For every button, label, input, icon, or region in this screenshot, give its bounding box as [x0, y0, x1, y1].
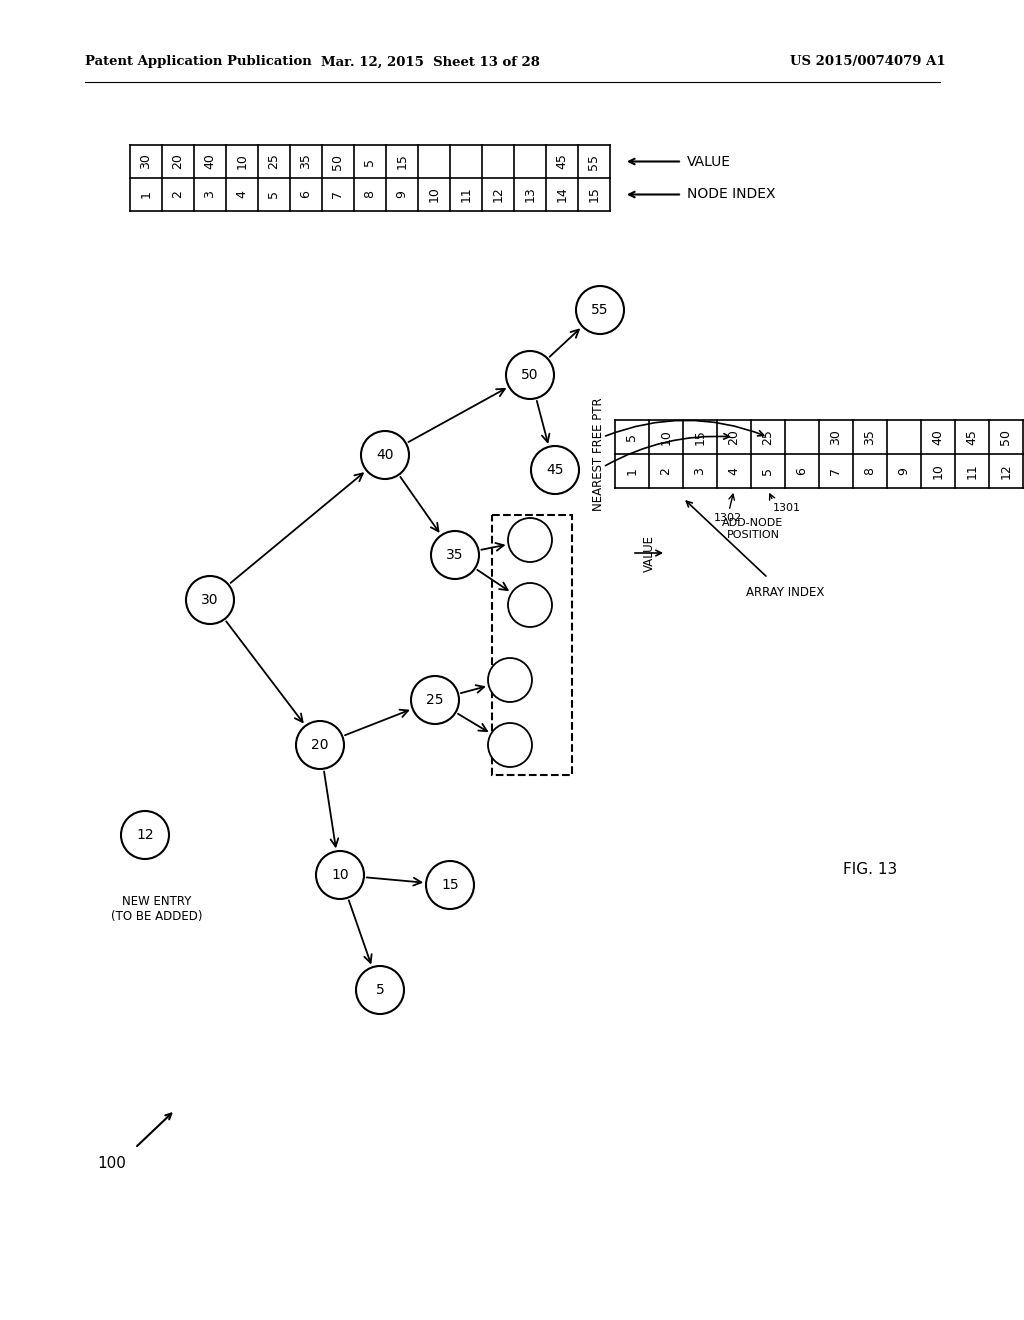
Text: 10: 10 — [331, 869, 349, 882]
Text: 1: 1 — [626, 467, 639, 475]
Text: 25: 25 — [762, 429, 774, 445]
Circle shape — [296, 721, 344, 770]
Text: 3: 3 — [204, 190, 216, 198]
Circle shape — [426, 861, 474, 909]
Text: NODE INDEX: NODE INDEX — [687, 187, 775, 202]
Circle shape — [508, 583, 552, 627]
Text: 35: 35 — [446, 548, 464, 562]
Text: 2: 2 — [171, 190, 184, 198]
Text: 13: 13 — [523, 186, 537, 202]
Text: 20: 20 — [727, 429, 740, 445]
Text: 5: 5 — [626, 433, 639, 441]
Text: 1: 1 — [139, 190, 153, 198]
Text: Patent Application Publication: Patent Application Publication — [85, 55, 311, 69]
Text: 45: 45 — [546, 463, 564, 477]
Circle shape — [356, 966, 404, 1014]
Text: VALUE: VALUE — [687, 154, 731, 169]
Text: 30: 30 — [829, 429, 843, 445]
Bar — [492, 515, 572, 775]
Text: ADD-NODE
POSITION: ADD-NODE POSITION — [722, 517, 783, 540]
Text: 55: 55 — [588, 153, 600, 169]
Text: 40: 40 — [376, 447, 394, 462]
Text: 15: 15 — [693, 429, 707, 445]
Text: 12: 12 — [999, 463, 1013, 479]
Circle shape — [316, 851, 364, 899]
Text: 15: 15 — [395, 153, 409, 169]
Text: 9: 9 — [395, 190, 409, 198]
Text: 12: 12 — [136, 828, 154, 842]
Text: 100: 100 — [97, 1155, 126, 1171]
Text: 4: 4 — [236, 190, 249, 198]
Circle shape — [488, 723, 532, 767]
Circle shape — [361, 432, 409, 479]
Text: 20: 20 — [171, 153, 184, 169]
Text: 7: 7 — [332, 190, 344, 198]
Text: 3: 3 — [693, 467, 707, 475]
Text: 35: 35 — [863, 429, 877, 445]
Text: 55: 55 — [591, 304, 608, 317]
Text: Mar. 12, 2015  Sheet 13 of 28: Mar. 12, 2015 Sheet 13 of 28 — [321, 55, 540, 69]
Text: 35: 35 — [299, 153, 312, 169]
Text: 15: 15 — [441, 878, 459, 892]
Circle shape — [488, 657, 532, 702]
Text: 1302: 1302 — [714, 513, 742, 523]
Text: 7: 7 — [829, 467, 843, 475]
Text: 50: 50 — [521, 368, 539, 381]
Text: 50: 50 — [999, 429, 1013, 445]
Text: 5: 5 — [376, 983, 384, 997]
Text: 10: 10 — [659, 429, 673, 445]
Text: 20: 20 — [311, 738, 329, 752]
Text: 6: 6 — [299, 190, 312, 198]
Text: 5: 5 — [364, 157, 377, 165]
Text: 11: 11 — [966, 463, 979, 479]
Text: 15: 15 — [588, 186, 600, 202]
Circle shape — [531, 446, 579, 494]
Circle shape — [186, 576, 234, 624]
Text: 10: 10 — [932, 463, 944, 479]
Text: 11: 11 — [460, 186, 472, 202]
Text: 10: 10 — [236, 153, 249, 169]
Text: 45: 45 — [966, 429, 979, 445]
Text: NEW ENTRY
(TO BE ADDED): NEW ENTRY (TO BE ADDED) — [112, 895, 203, 923]
Text: 8: 8 — [364, 190, 377, 198]
Text: 40: 40 — [204, 153, 216, 169]
Text: 4: 4 — [727, 467, 740, 475]
Circle shape — [508, 517, 552, 562]
Text: 10: 10 — [427, 186, 440, 202]
Text: 9: 9 — [897, 467, 910, 475]
Circle shape — [411, 676, 459, 723]
Text: FIG. 13: FIG. 13 — [843, 862, 897, 878]
Text: 45: 45 — [555, 153, 568, 169]
Text: NEAREST FREE PTR: NEAREST FREE PTR — [592, 397, 605, 511]
Text: 25: 25 — [426, 693, 443, 708]
Text: 14: 14 — [555, 186, 568, 202]
Text: 8: 8 — [863, 467, 877, 475]
Text: 30: 30 — [202, 593, 219, 607]
Text: 12: 12 — [492, 186, 505, 202]
Text: 2: 2 — [659, 467, 673, 475]
Text: 50: 50 — [332, 153, 344, 169]
Circle shape — [575, 286, 624, 334]
Circle shape — [431, 531, 479, 579]
Text: 30: 30 — [139, 153, 153, 169]
Circle shape — [121, 810, 169, 859]
Text: 25: 25 — [267, 153, 281, 169]
Text: 1301: 1301 — [773, 503, 801, 513]
Text: US 2015/0074079 A1: US 2015/0074079 A1 — [790, 55, 945, 69]
Text: 5: 5 — [267, 190, 281, 198]
Text: ARRAY INDEX: ARRAY INDEX — [745, 586, 824, 599]
Text: 5: 5 — [762, 467, 774, 475]
Text: VALUE: VALUE — [642, 535, 655, 572]
Text: 40: 40 — [932, 429, 944, 445]
Text: 6: 6 — [796, 467, 809, 475]
Circle shape — [506, 351, 554, 399]
